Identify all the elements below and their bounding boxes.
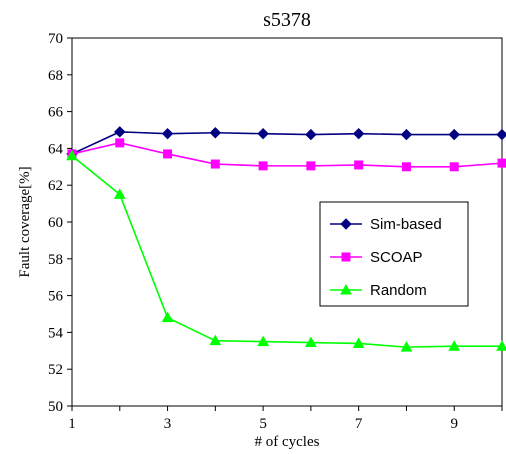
data-point: [448, 128, 460, 141]
data-point: [66, 149, 78, 161]
series-sim-based: [66, 126, 506, 160]
x-tick-label: 7: [355, 416, 363, 432]
data-point: [352, 337, 365, 348]
legend-label: SCOAP: [370, 249, 423, 266]
data-point: [161, 127, 174, 140]
y-tick-label: 60: [48, 215, 63, 231]
series-line: [71, 155, 502, 348]
legend-entry: SCOAP: [330, 249, 423, 266]
data-point: [496, 340, 506, 351]
x-tick-label: 1: [68, 416, 76, 432]
y-tick-label: 54: [48, 325, 64, 341]
data-point: [163, 149, 173, 159]
data-point: [401, 162, 411, 172]
series-layer: [66, 126, 506, 352]
x-axis: 1 3 5 7 9: [68, 406, 503, 432]
data-point: [209, 127, 222, 139]
x-axis-label: # of cycles: [255, 434, 320, 450]
series-line: [71, 142, 503, 168]
data-point: [258, 161, 268, 171]
data-point: [400, 341, 413, 352]
series-scoap: [67, 138, 506, 172]
data-point: [354, 160, 364, 170]
y-tick-label: 70: [48, 31, 63, 47]
data-point: [448, 340, 461, 351]
y-tick-label: 66: [48, 105, 64, 121]
data-point: [161, 311, 174, 323]
data-point: [352, 127, 365, 140]
legend-label: Sim-based: [370, 216, 442, 233]
y-tick-label: 62: [48, 178, 63, 194]
x-tick-label: 5: [259, 416, 267, 432]
data-point: [113, 188, 126, 199]
y-tick-label: 68: [48, 68, 63, 84]
data-point: [400, 128, 413, 141]
data-point: [257, 127, 269, 140]
data-point: [210, 159, 220, 169]
data-point: [340, 218, 352, 230]
legend-label: Random: [370, 282, 427, 299]
data-point: [341, 252, 351, 262]
data-point: [306, 161, 316, 171]
data-point: [497, 158, 506, 168]
chart-title: s5378: [263, 9, 311, 31]
data-point: [115, 138, 125, 148]
y-axis-label: Fault coverage[%]: [17, 166, 33, 277]
series-line: [71, 131, 502, 155]
y-tick-label: 58: [48, 252, 63, 268]
series-random: [66, 149, 506, 352]
y-tick-label: 52: [48, 362, 63, 378]
x-tick-label: 9: [450, 416, 458, 432]
data-point: [340, 283, 352, 295]
data-point: [305, 128, 317, 141]
y-tick-label: 56: [48, 289, 64, 305]
legend-entry: Random: [330, 282, 427, 299]
data-point: [449, 162, 459, 172]
legend: Sim-based SCOAP Random: [319, 201, 469, 307]
y-tick-label: 50: [48, 399, 63, 415]
data-point: [114, 126, 126, 138]
data-point: [257, 335, 269, 347]
data-point: [305, 336, 317, 348]
data-point: [496, 128, 506, 141]
data-point: [209, 334, 222, 346]
x-tick-label: 3: [164, 416, 172, 432]
y-axis: 50 52 54 56 58 60 62 64 66 68 70: [48, 31, 72, 415]
legend-entry: Sim-based: [330, 216, 442, 233]
y-tick-label: 64: [48, 141, 64, 157]
